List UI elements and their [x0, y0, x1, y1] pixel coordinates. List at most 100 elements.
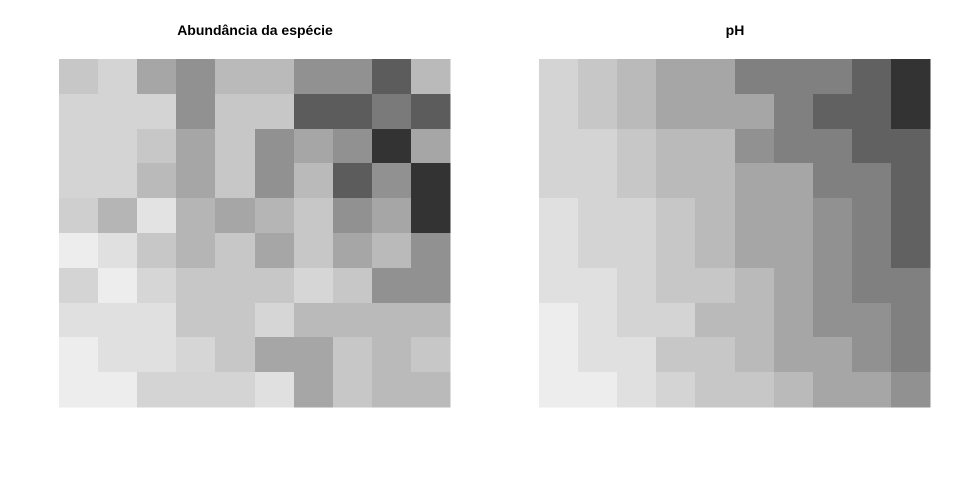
heatmap-cell-r2-c7: [813, 129, 853, 164]
heatmap-cell-r3-c7: [333, 163, 373, 199]
chart-title: Abundância da espécie: [177, 22, 333, 38]
heatmap-cell-r4-c6: [294, 198, 334, 234]
heatmap-cell-r8-c8: [372, 337, 412, 373]
heatmap-cell-r7-c6: [294, 303, 334, 338]
heatmap-cell-r9-c4: [215, 372, 256, 408]
heatmap-cell-r5-c6: [774, 233, 814, 269]
heatmap-cell-r3-c1: [98, 163, 138, 199]
heatmap-cell-r5-c8: [372, 233, 412, 269]
heatmap-cell-r8-c1: [98, 337, 138, 373]
heatmap-cell-r2-c0: [539, 129, 579, 164]
heatmap-cell-r0-c3: [656, 59, 696, 95]
heatmap-cell-r0-c2: [617, 59, 657, 95]
heatmap-cell-r9-c6: [774, 372, 814, 408]
heatmap-cell-r0-c3: [176, 59, 216, 95]
heatmap-cell-r7-c8: [372, 303, 412, 338]
heatmap-cell-r9-c9: [411, 372, 451, 408]
heatmap-cell-r3-c0: [59, 163, 99, 199]
heatmap-cell-r7-c9: [411, 303, 451, 338]
heatmap-cell-r6-c1: [98, 268, 138, 304]
heatmap-cell-r8-c8: [852, 337, 892, 373]
heatmap-cell-r5-c1: [98, 233, 138, 269]
heatmap-cell-r4-c1: [578, 198, 618, 234]
heatmap-cell-r7-c3: [176, 303, 216, 338]
heatmap-cell-r4-c2: [137, 198, 177, 234]
heatmap-cell-r6-c6: [294, 268, 334, 304]
heatmap-grid: [539, 59, 931, 408]
heatmap-cell-r9-c0: [539, 372, 579, 408]
heatmap-cell-r9-c5: [735, 372, 775, 408]
heatmap-cell-r3-c9: [891, 163, 931, 199]
heatmap-cell-r6-c4: [695, 268, 736, 304]
heatmap-cell-r7-c5: [735, 303, 775, 338]
heatmap-cell-r3-c8: [372, 163, 412, 199]
heatmap-cell-r0-c5: [735, 59, 775, 95]
heatmap-cell-r5-c0: [539, 233, 579, 269]
heatmap-cell-r2-c7: [333, 129, 373, 164]
heatmap-cell-r9-c3: [176, 372, 216, 408]
heatmap-cell-r5-c5: [735, 233, 775, 269]
heatmap-cell-r0-c1: [98, 59, 138, 95]
heatmap-cell-r6-c7: [333, 268, 373, 304]
heatmap-cell-r7-c0: [539, 303, 579, 338]
heatmap-cell-r4-c2: [617, 198, 657, 234]
heatmap-cell-r7-c4: [215, 303, 256, 338]
heatmap-cell-r6-c7: [813, 268, 853, 304]
heatmap-cell-r2-c2: [617, 129, 657, 164]
heatmap-cell-r5-c2: [617, 233, 657, 269]
heatmap-cell-r8-c9: [891, 337, 931, 373]
heatmap-cell-r4-c1: [98, 198, 138, 234]
heatmap-cell-r4-c8: [372, 198, 412, 234]
heatmap-cell-r2-c8: [852, 129, 892, 164]
heatmap-panel-ph: pH: [539, 22, 931, 408]
heatmap-cell-r1-c9: [891, 94, 931, 130]
chart-title: pH: [726, 22, 745, 38]
heatmap-cell-r4-c0: [59, 198, 99, 234]
heatmap-cell-r8-c9: [411, 337, 451, 373]
heatmap-cell-r4-c5: [735, 198, 775, 234]
heatmap-cell-r7-c1: [578, 303, 618, 338]
heatmap-cell-r1-c5: [735, 94, 775, 130]
heatmap-cell-r3-c6: [774, 163, 814, 199]
heatmap-cell-r0-c6: [774, 59, 814, 95]
heatmap-cell-r2-c1: [578, 129, 618, 164]
heatmap-cell-r5-c9: [411, 233, 451, 269]
heatmap-cell-r1-c3: [656, 94, 696, 130]
heatmap-panel-abundancia: Abundância da espécie: [59, 22, 451, 408]
heatmap-cell-r6-c0: [59, 268, 99, 304]
heatmap-cell-r2-c3: [176, 129, 216, 164]
heatmap-cell-r0-c2: [137, 59, 177, 95]
heatmap-cell-r4-c8: [852, 198, 892, 234]
heatmap-cell-r0-c0: [539, 59, 579, 95]
heatmap-cell-r6-c1: [578, 268, 618, 304]
heatmap-cell-r1-c2: [617, 94, 657, 130]
heatmap-cell-r7-c3: [656, 303, 696, 338]
heatmap-cell-r2-c8: [372, 129, 412, 164]
heatmap-cell-r2-c1: [98, 129, 138, 164]
heatmap-cell-r4-c0: [539, 198, 579, 234]
heatmap-cell-r7-c6: [774, 303, 814, 338]
heatmap-cell-r7-c5: [255, 303, 295, 338]
heatmap-cell-r8-c2: [617, 337, 657, 373]
heatmap-cell-r9-c5: [255, 372, 295, 408]
heatmap-cell-r5-c8: [852, 233, 892, 269]
heatmap-cell-r3-c5: [735, 163, 775, 199]
heatmap-cell-r9-c3: [656, 372, 696, 408]
heatmap-cell-r0-c7: [813, 59, 853, 95]
heatmap-cell-r5-c7: [333, 233, 373, 269]
heatmap-cell-r8-c0: [59, 337, 99, 373]
heatmap-cell-r6-c0: [539, 268, 579, 304]
heatmap-cell-r4-c4: [215, 198, 256, 234]
heatmap-cell-r0-c8: [852, 59, 892, 95]
heatmap-cell-r2-c3: [656, 129, 696, 164]
heatmap-cell-r3-c2: [617, 163, 657, 199]
heatmap-cell-r0-c4: [215, 59, 256, 95]
heatmap-cell-r6-c4: [215, 268, 256, 304]
heatmap-cell-r9-c2: [617, 372, 657, 408]
heatmap-cell-r6-c3: [656, 268, 696, 304]
heatmap-cell-r8-c5: [735, 337, 775, 373]
heatmap-cell-r8-c6: [294, 337, 334, 373]
heatmap-cell-r2-c0: [59, 129, 99, 164]
heatmap-cell-r1-c3: [176, 94, 216, 130]
